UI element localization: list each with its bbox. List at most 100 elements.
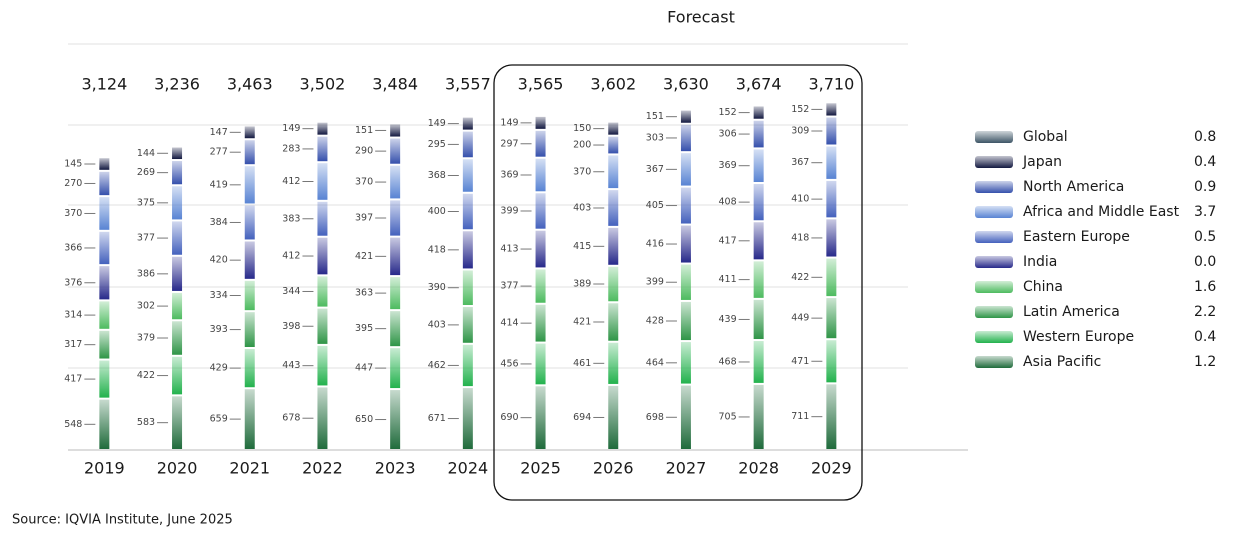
- bar-segment: [462, 231, 473, 269]
- year-label: 2029: [811, 459, 852, 478]
- year-label: 2021: [229, 459, 270, 478]
- bar-segment: [608, 385, 619, 449]
- bar-segment: [608, 266, 619, 302]
- segment-label: 269: [137, 167, 155, 178]
- total-label: 3,565: [518, 75, 564, 94]
- segment-label: 306: [719, 129, 737, 140]
- segment-label: 277: [210, 147, 228, 158]
- bar-segment: [608, 136, 619, 154]
- bar-segment: [680, 153, 691, 186]
- total-label: 3,710: [808, 75, 854, 94]
- bar-segment: [244, 312, 255, 347]
- segment-label: 422: [137, 370, 155, 381]
- total-label: 3,602: [590, 75, 636, 94]
- bar-segment: [535, 230, 546, 268]
- bar-segment: [535, 386, 546, 449]
- segment-label: 399: [500, 205, 518, 216]
- segment-label: 393: [210, 324, 228, 335]
- year-label: 2026: [593, 459, 634, 478]
- segment-label: 422: [791, 272, 809, 283]
- bar-segment: [680, 110, 691, 123]
- segment-label: 417: [719, 235, 737, 246]
- segment-label: 650: [355, 414, 373, 425]
- legend-value: 3.7: [1194, 204, 1216, 220]
- bar-segment: [172, 147, 183, 160]
- bar-segment: [608, 122, 619, 135]
- legend-swatch: [975, 156, 1013, 168]
- segment-label: 690: [500, 412, 518, 423]
- segment-label: 149: [428, 118, 446, 129]
- segment-label: 397: [355, 213, 373, 224]
- bar-segment: [317, 237, 328, 275]
- legend-swatch: [975, 331, 1013, 343]
- bar-segment: [826, 298, 837, 339]
- segment-label: 395: [355, 323, 373, 334]
- bar-segment: [462, 117, 473, 130]
- segment-label: 295: [428, 139, 446, 150]
- bar-segment: [172, 321, 183, 355]
- legend-label: Asia Pacific: [1023, 354, 1101, 370]
- segment-label: 150: [573, 123, 591, 134]
- bar-segment: [390, 165, 401, 199]
- bar-segment: [99, 360, 110, 398]
- year-label: 2024: [447, 459, 488, 478]
- bar-segment: [172, 186, 183, 220]
- segment-label: 439: [719, 314, 737, 325]
- legend-label: Japan: [1022, 154, 1062, 170]
- bar-segment: [99, 197, 110, 230]
- segment-label: 383: [282, 213, 300, 224]
- background-grid: [68, 43, 908, 369]
- bar-segment: [172, 221, 183, 255]
- legend-label: Latin America: [1023, 304, 1120, 320]
- segment-label: 290: [355, 146, 373, 157]
- segment-label: 414: [500, 318, 518, 329]
- bar-segment: [390, 390, 401, 449]
- bar-segment: [535, 130, 546, 157]
- bar-segment: [826, 258, 837, 297]
- bar-segment: [753, 384, 764, 449]
- bar-segment: [753, 299, 764, 340]
- segment-label: 462: [428, 360, 446, 371]
- segment-label: 411: [719, 274, 737, 285]
- segment-label: 370: [64, 208, 82, 219]
- bar-segment: [826, 117, 837, 145]
- segment-label: 369: [719, 160, 737, 171]
- bar-segment: [826, 103, 837, 116]
- segment-label: 412: [282, 251, 300, 262]
- bar-segment: [462, 270, 473, 305]
- bar-segment: [390, 348, 401, 389]
- legend-label: North America: [1023, 179, 1124, 195]
- segment-label: 344: [282, 286, 300, 297]
- segment-label: 200: [573, 140, 591, 151]
- total-label: 3,124: [81, 75, 127, 94]
- bar-segment: [99, 158, 110, 170]
- segment-label: 456: [500, 358, 518, 369]
- segment-label: 145: [64, 159, 82, 170]
- legend-value: 0.4: [1194, 329, 1216, 345]
- segment-label: 368: [428, 170, 446, 181]
- segment-label: 583: [137, 417, 155, 428]
- bar-segment: [462, 307, 473, 343]
- segment-label: 147: [210, 127, 228, 138]
- segment-label: 283: [282, 143, 300, 154]
- legend-label: Global: [1023, 129, 1068, 145]
- bar-segment: [753, 149, 764, 182]
- bar-segment: [680, 264, 691, 300]
- bar-segment: [317, 308, 328, 344]
- bar-segment: [172, 292, 183, 320]
- bar-segment: [244, 389, 255, 449]
- bar-segment: [535, 343, 546, 385]
- bar-segment: [608, 227, 619, 265]
- bar-segment: [99, 399, 110, 449]
- segment-label: 151: [355, 125, 373, 136]
- legend-swatch: [975, 356, 1013, 368]
- segment-label: 659: [210, 414, 228, 425]
- bar-segment: [826, 146, 837, 179]
- bar-segment: [535, 304, 546, 342]
- segment-label: 302: [137, 301, 155, 312]
- segment-label: 400: [428, 206, 446, 217]
- bar-segment: [753, 261, 764, 298]
- bar-segment: [608, 342, 619, 384]
- bar-segment: [317, 201, 328, 236]
- legend-swatch: [975, 256, 1013, 268]
